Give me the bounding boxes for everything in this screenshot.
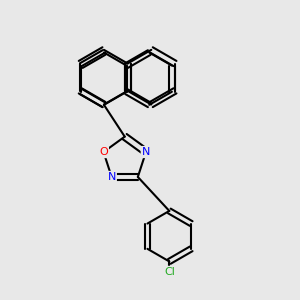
- Text: Cl: Cl: [164, 267, 175, 277]
- Text: O: O: [99, 147, 108, 157]
- Text: N: N: [107, 172, 116, 182]
- Text: N: N: [142, 147, 150, 157]
